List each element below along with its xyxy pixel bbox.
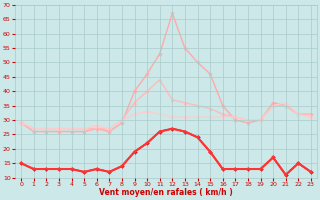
X-axis label: Vent moyen/en rafales ( km/h ): Vent moyen/en rafales ( km/h ) (99, 188, 233, 197)
